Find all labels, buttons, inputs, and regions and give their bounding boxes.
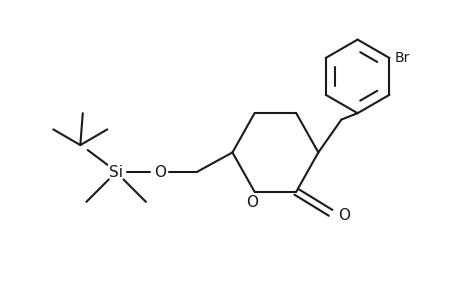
Text: Si: Si xyxy=(109,165,123,180)
Text: O: O xyxy=(246,195,257,210)
Text: Br: Br xyxy=(393,51,409,65)
Text: O: O xyxy=(337,208,349,223)
Text: O: O xyxy=(154,165,166,180)
